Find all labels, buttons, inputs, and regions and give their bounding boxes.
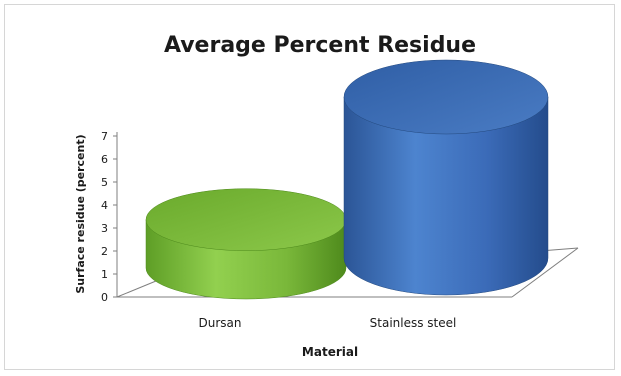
bars: [145, 59, 549, 300]
y-tick-label: 6: [101, 153, 108, 166]
x-axis-ticks: Dursan Stainless steel: [199, 316, 457, 330]
bar-top: [343, 59, 549, 135]
y-tick-label: 0: [101, 291, 108, 304]
y-tick-label: 4: [101, 199, 108, 212]
y-tick-label: 2: [101, 245, 108, 258]
x-axis-label: Material: [302, 345, 358, 359]
x-tick-label: Dursan: [199, 316, 242, 330]
y-tick-label: 1: [101, 268, 108, 281]
y-tick-label: 3: [101, 222, 108, 235]
y-tick-label: 7: [101, 130, 108, 143]
x-tick-label: Stainless steel: [370, 316, 457, 330]
y-tick-label: 5: [101, 176, 108, 189]
bar-stainless-steel: [343, 59, 549, 296]
bar-top: [145, 188, 347, 251]
y-axis-ticks: 0 1 2 3 4 5 6 7: [101, 130, 117, 304]
bar-dursan: [145, 188, 347, 300]
chart-frame: [4, 4, 615, 370]
bar-body: [343, 96, 549, 296]
y-axis-label: Surface residue (percent): [74, 134, 87, 293]
chart-title: Average Percent Residue: [164, 33, 476, 58]
